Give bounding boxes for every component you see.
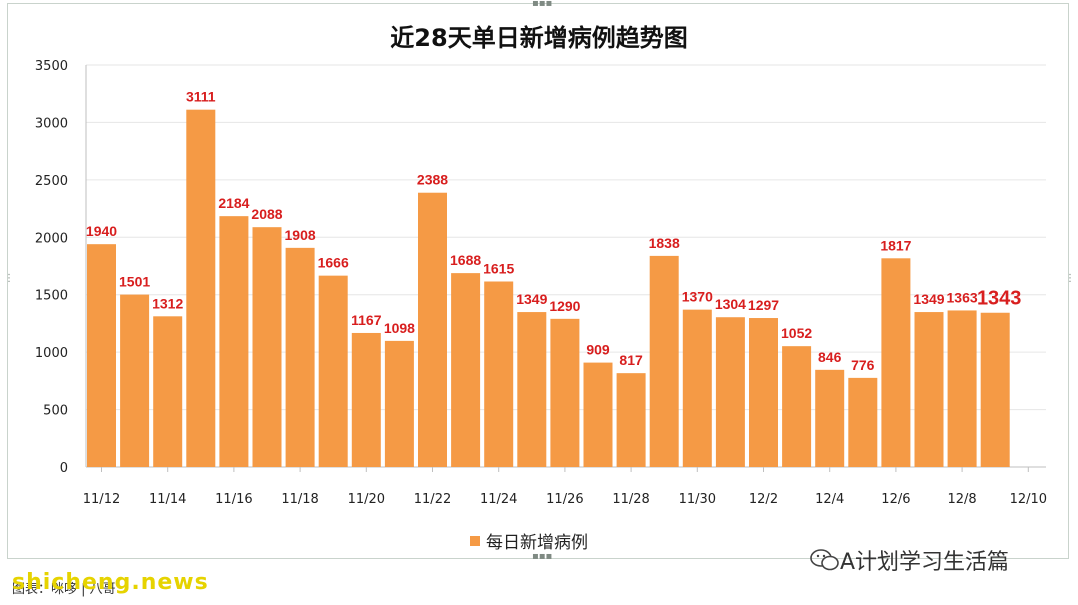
bar [484,281,514,467]
bar [318,275,348,467]
bar [914,312,944,467]
y-tick-label: 3000 [35,116,68,131]
data-label: 1349 [516,291,547,307]
resize-handle-left-icon[interactable]: ⋮ [4,273,14,284]
data-label: 2388 [417,172,448,188]
x-tick-label: 12/6 [881,492,910,507]
bar [782,346,812,467]
y-tick-label: 2000 [35,231,68,246]
bar [980,312,1010,467]
bar [153,316,183,467]
y-tick-label: 2500 [35,174,68,189]
x-tick-label: 11/26 [546,492,583,507]
data-label: 1370 [682,289,713,305]
bar [219,216,249,467]
watermark: shicheng.news [12,570,209,595]
bar [749,318,778,467]
data-label: 2184 [218,195,249,211]
data-label: 1501 [119,274,150,290]
bar [881,258,911,467]
x-tick-label: 11/20 [348,492,385,507]
data-label: 3111 [186,89,216,105]
data-label: 1098 [384,320,415,336]
x-tick-label: 12/2 [749,492,778,507]
data-label: 1908 [285,227,316,243]
bar [384,340,414,467]
data-label: 1297 [748,297,779,313]
data-label: 776 [851,357,875,373]
data-label: 1343 [977,288,1022,310]
data-label: 1688 [450,252,481,268]
bar [649,255,679,467]
bar [583,362,613,467]
bar [815,369,845,467]
data-label: 1304 [715,296,746,312]
bar [252,227,282,467]
bar [682,309,712,467]
x-tick-label: 12/4 [815,492,844,507]
data-label: 1167 [351,312,382,328]
x-tick-label: 12/10 [1010,492,1047,507]
footnote: 图表：咪哆 | 八哥 [12,582,116,597]
bar [550,318,580,467]
bar [285,247,315,467]
bar [186,109,216,467]
chart-title: 近28天单日新增病例趋势图 [390,24,688,52]
bar [451,273,481,467]
x-tick-label: 11/22 [414,492,451,507]
x-tick-label: 11/18 [281,492,318,507]
bar [87,244,116,467]
bar [848,377,878,467]
y-tick-label: 500 [43,404,68,419]
y-tick-label: 1500 [35,289,68,304]
data-label: 1349 [913,291,944,307]
x-tick-label: 11/16 [215,492,252,507]
legend: 每日新增病例 [470,528,588,553]
wechat-account: A计划学习生活篇 [810,544,1009,576]
bar [351,332,381,467]
data-label: 909 [586,342,610,358]
data-label: 1615 [483,261,514,277]
data-label: 1052 [781,325,812,341]
x-tick-label: 11/14 [149,492,186,507]
wechat-icon [810,549,839,571]
data-label: 1290 [549,298,580,314]
x-tick-label: 12/8 [947,492,976,507]
bar [616,373,646,467]
x-tick-label: 11/24 [480,492,517,507]
y-tick-label: 1000 [35,346,68,361]
data-label: 1817 [880,237,911,253]
data-label: 846 [818,349,842,365]
x-tick-label: 11/12 [83,492,120,507]
x-tick-label: 11/28 [612,492,649,507]
wechat-account-name: A计划学习生活篇 [840,550,1010,575]
data-label: 1838 [649,235,680,251]
resize-handle-bottom-icon[interactable]: ▪▪▪ [532,551,553,562]
data-label: 2088 [251,206,282,222]
data-label: 817 [619,352,643,368]
bar [715,317,745,467]
y-tick-label: 0 [60,461,68,476]
x-tick-label: 11/30 [679,492,716,507]
data-label: 1312 [152,295,183,311]
bar [120,294,150,467]
data-label: 1363 [947,289,978,305]
legend-swatch [470,535,480,546]
bar [947,310,977,467]
data-label: 1940 [86,223,117,239]
bar [517,312,547,467]
data-label: 1666 [318,255,349,271]
resize-handle-right-icon[interactable]: ⋮ [1065,273,1075,284]
bar [418,192,447,468]
legend-label: 每日新增病例 [486,533,588,553]
y-tick-label: 3500 [35,59,68,74]
resize-handle-top-icon[interactable]: ▪▪▪ [532,0,553,9]
